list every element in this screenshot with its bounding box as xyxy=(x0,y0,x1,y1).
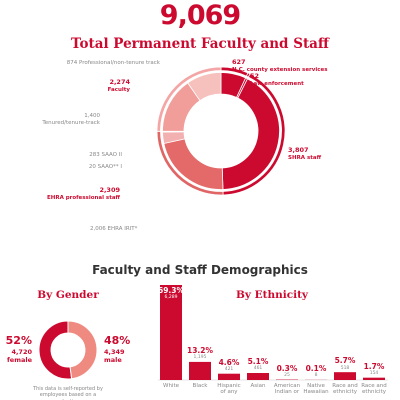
x-tick-label: Native Hawaiian xyxy=(303,383,329,396)
segment-value: 52 xyxy=(250,72,260,80)
segment xyxy=(38,320,73,380)
gender-percent: 52% xyxy=(5,334,32,347)
bar-percent: 69.3% xyxy=(157,286,185,295)
bar-label: 13.2% 1,195 xyxy=(185,346,215,361)
bar-label: 5.7% 518 xyxy=(330,356,360,371)
segment-value: 20 xyxy=(88,164,96,170)
gender-label: 52% 4,720 female xyxy=(6,334,32,364)
section-title: Faculty and Staff Demographics xyxy=(92,263,308,277)
segment-label: 2,309 EHRA professional staff xyxy=(47,186,120,202)
segment-name: Professional/non-tenure track xyxy=(78,60,160,66)
bar xyxy=(363,377,385,380)
segment-label: 52 Law enforcement xyxy=(250,72,304,88)
bar xyxy=(247,373,269,380)
segment-name: SAAO II xyxy=(101,152,123,158)
segment-value: 2,006 xyxy=(90,226,106,232)
gender-percent: 48% xyxy=(104,334,131,347)
segment xyxy=(163,138,224,190)
bar-percent: 1.7% xyxy=(363,361,385,371)
segment-name: SHRA staff xyxy=(288,154,322,161)
segment-label: 2,006 EHRA IRIT* xyxy=(90,226,137,233)
segment xyxy=(67,320,98,380)
bar-label: 0.1% 8 xyxy=(301,364,331,379)
segment xyxy=(187,72,222,102)
bar-label: 5.1% 461 xyxy=(243,357,273,372)
bar-percent: 4.6% xyxy=(218,357,240,367)
segment xyxy=(221,78,280,190)
segment-label: 1,400 Tenured/tenure-track xyxy=(42,113,100,127)
segment-value: 3,807 xyxy=(288,146,309,154)
total: 9,069 xyxy=(159,0,241,31)
bar-count: 6,289 xyxy=(164,295,178,301)
bar-count: 518 xyxy=(340,365,350,371)
segment-value: 874 xyxy=(66,60,78,66)
segment-value: 283 xyxy=(89,152,100,158)
bar-label: 69.3% 6,289 xyxy=(156,286,186,301)
bar-label: 1.7% 154 xyxy=(359,362,389,377)
segment-value: 2,309 xyxy=(99,186,120,194)
gender-label: 48% 4,349 male xyxy=(104,334,130,364)
bar-count: 461 xyxy=(253,366,263,372)
gender-name: male xyxy=(104,355,122,364)
bar-count: 25 xyxy=(284,372,290,378)
segment-name: Faculty xyxy=(107,86,130,93)
bar xyxy=(334,372,356,380)
bar-label: 0.3% 25 xyxy=(272,364,302,379)
x-tick-label: American Indian or xyxy=(273,383,301,396)
segment-label: 20 SAAO** I xyxy=(89,164,122,171)
title: Total Permanent Faculty and Staff xyxy=(70,36,330,52)
bar xyxy=(160,285,182,380)
gender-name: female xyxy=(6,355,32,364)
segment-name: EHRA professional staff xyxy=(46,194,120,201)
segment-label: 874 Professional/non-tenure track xyxy=(67,60,160,67)
bar-count: 154 xyxy=(369,371,379,377)
segment-outer xyxy=(156,66,222,132)
bar-count: 1,195 xyxy=(193,355,207,361)
segment-name: SAAO** I xyxy=(97,164,122,170)
segment-label: 283 SAAO II xyxy=(89,152,122,159)
x-tick-label: Hispanic of any xyxy=(217,383,241,396)
bar-percent: 5.1% xyxy=(247,357,269,366)
gender-count: 4,349 xyxy=(104,347,125,356)
segment-value: 2,274 xyxy=(109,78,130,86)
segment-name: Tenured/tenure-track xyxy=(42,119,100,126)
bar-label: 4.6% 421 xyxy=(214,358,244,373)
segment-name: Law enforcement xyxy=(250,80,304,87)
x-tick-label: Race and ethnicity xyxy=(361,383,387,396)
bar-count: 8 xyxy=(314,373,318,379)
segment-value: 627 xyxy=(232,58,246,66)
segment-label: 3,807 SHRA staff xyxy=(288,146,321,162)
bar-percent: 13.2% xyxy=(186,345,214,355)
segment-value: 1,400 xyxy=(84,113,100,119)
segment-label: 627 N.C. county extension services xyxy=(232,58,328,74)
gender-title: By Gender xyxy=(37,289,99,301)
segment-name: EHRA IRIT* xyxy=(107,226,138,232)
bar-percent: 5.7% xyxy=(334,356,356,366)
note: This data is self-reported by employees … xyxy=(33,386,103,400)
bar-percent: 0.1% xyxy=(305,363,327,373)
x-tick-label: Race and ethnicity xyxy=(332,383,358,396)
gender-count: 4,720 xyxy=(11,347,32,356)
bar xyxy=(189,361,211,380)
x-tick-label: Asian xyxy=(250,383,266,389)
segment-label: 2,274 Faculty xyxy=(108,78,130,94)
ethnicity-title: By Ethnicity xyxy=(235,289,309,301)
x-tick-label: Black xyxy=(192,383,208,389)
bar-count: 421 xyxy=(224,367,234,373)
x-tick-label: White xyxy=(163,383,179,389)
bar xyxy=(218,373,240,380)
bar-percent: 0.3% xyxy=(276,363,298,373)
segment-name: N.C. county extension services xyxy=(232,66,328,73)
